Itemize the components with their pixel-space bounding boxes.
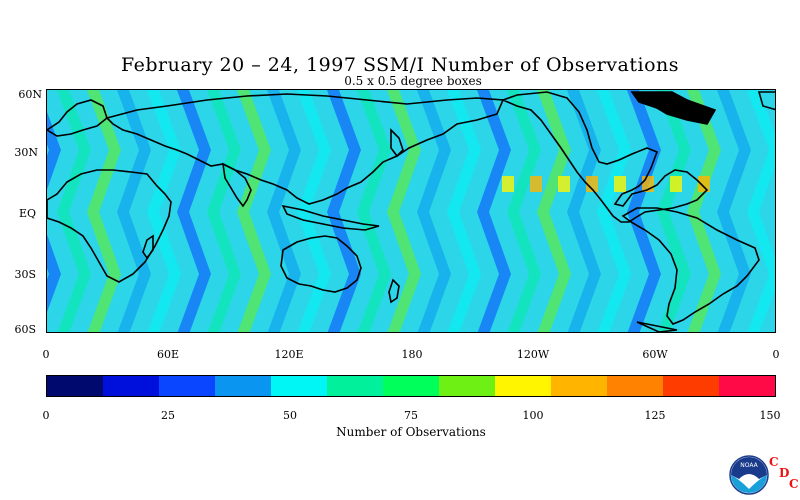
swath-stripe (507, 90, 541, 332)
colorbar-segment-7 (439, 376, 495, 396)
lat-label-60n: 60N (18, 88, 42, 101)
swath-stripe (477, 90, 511, 332)
noaa-logo-icon: NOAA (729, 455, 769, 495)
noaa-logo-text: NOAA (740, 462, 758, 469)
coast-india (221, 162, 252, 208)
orbit-swath-pattern (47, 90, 775, 332)
high-count-patch (614, 176, 626, 192)
colorbar-segment-5 (327, 376, 383, 396)
map-title: February 20 – 24, 1997 SSM/I Number of O… (121, 54, 679, 76)
colorbar-segment-0 (47, 376, 103, 396)
colorbar-title: Number of Observations (336, 425, 486, 439)
coast-antarctic-fragment (636, 321, 678, 332)
observation-map-plot (47, 90, 775, 332)
colorbar-tick-50: 50 (283, 409, 297, 422)
colorbar-tick-150: 150 (759, 409, 781, 422)
high-count-patch (586, 176, 598, 192)
colorbar-tick-0: 0 (42, 409, 50, 422)
colorbar-segment-4 (271, 376, 327, 396)
colorbar-segment-3 (215, 376, 271, 396)
lon-label-60w: 60W (642, 348, 668, 361)
colorbar-segment-9 (551, 376, 607, 396)
swath-stripe (417, 90, 451, 332)
swath-stripe (297, 90, 331, 332)
swath-stripe (237, 90, 271, 332)
lon-label-0: 0 (42, 348, 50, 361)
cdc-letter-1: C (769, 455, 779, 469)
coast-greenland (757, 91, 775, 111)
lat-label-eq: EQ (18, 207, 36, 220)
colorbar-segment-10 (607, 376, 663, 396)
lon-label-60e: 60E (156, 348, 180, 361)
swath-stripe (147, 90, 181, 332)
colorbar-tick-25: 25 (161, 409, 175, 422)
colorbar-tick-75: 75 (404, 409, 418, 422)
colorbar-segment-12 (719, 376, 775, 396)
cdc-letter-2: D (779, 466, 790, 480)
colorbar (46, 375, 776, 397)
swath-stripe (47, 111, 61, 313)
colorbar-tick-125: 125 (644, 409, 666, 422)
observation-map (46, 89, 776, 333)
colorbar-tick-100: 100 (522, 409, 544, 422)
swath-stripe (747, 90, 775, 332)
coast-indonesia (281, 204, 380, 231)
high-count-patch (670, 176, 682, 192)
colorbar-segment-6 (383, 376, 439, 396)
swath-stripe (207, 90, 241, 332)
lon-label-180: 180 (401, 348, 423, 361)
coast-asia (105, 93, 505, 205)
swath-stripe (687, 90, 721, 332)
swath-stripe (657, 90, 691, 332)
high-count-patch (558, 176, 570, 192)
coastlines (47, 91, 775, 332)
swath-stripe (267, 90, 301, 332)
colorbar-segment-1 (103, 376, 159, 396)
coast-north-america (500, 91, 709, 223)
swath-stripe (57, 90, 91, 332)
swath-stripe (327, 90, 361, 332)
swath-stripe (597, 90, 631, 332)
swath-stripe (87, 90, 121, 332)
high-count-patch (698, 176, 710, 192)
lon-label-120w: 120W (516, 348, 550, 361)
coast-australia (280, 235, 362, 293)
lat-label-30s: 30S (14, 268, 36, 281)
swath-stripe (567, 90, 601, 332)
swath-stripe (177, 90, 211, 332)
coast-japan (390, 128, 404, 158)
coast-new-zealand (388, 278, 400, 304)
lat-label-30n: 30N (14, 146, 38, 159)
colorbar-segment-2 (159, 376, 215, 396)
swath-stripe (447, 90, 481, 332)
swath-stripe (357, 90, 391, 332)
coast-hudson (644, 99, 717, 125)
colorbar-segment-11 (663, 376, 719, 396)
swath-stripe (537, 90, 571, 332)
lon-label-120e: 120E (274, 348, 304, 361)
map-subtitle: 0.5 x 0.5 degree boxes (344, 74, 482, 88)
coast-south-america (621, 207, 760, 325)
swath-stripe (387, 90, 421, 332)
coast-africa (47, 169, 172, 283)
high-count-patch (530, 176, 542, 192)
coast-europe (47, 99, 108, 137)
cdc-letter-3: C (789, 477, 799, 491)
high-count-patch (502, 176, 514, 192)
lat-label-60s: 60S (14, 323, 36, 336)
swath-stripe (717, 90, 751, 332)
lon-label-0-end: 0 (772, 348, 780, 361)
coast-madagascar (142, 234, 154, 260)
colorbar-segment-8 (495, 376, 551, 396)
swath-stripe (117, 90, 151, 332)
